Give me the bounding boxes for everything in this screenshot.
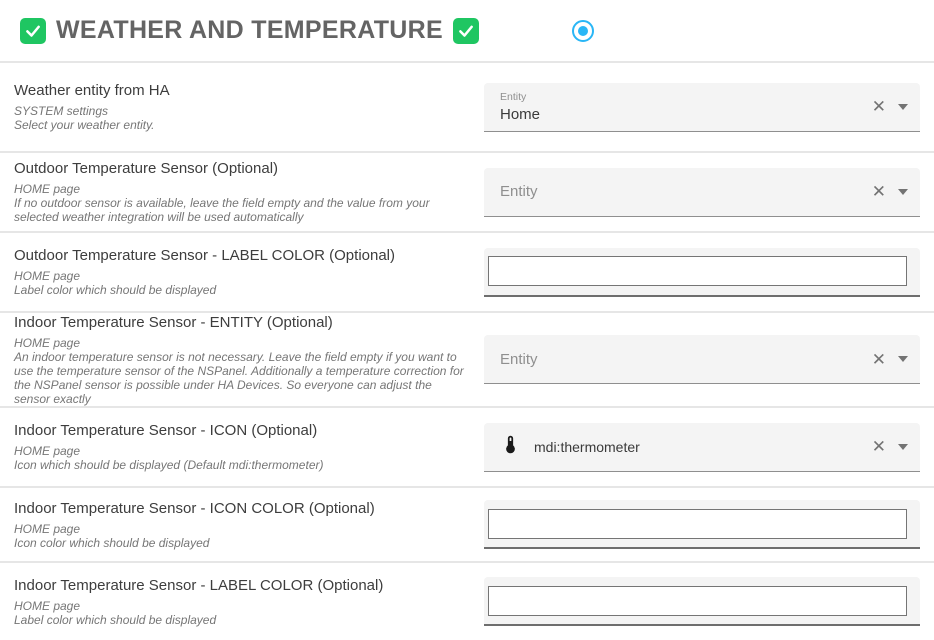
setting-title: Outdoor Temperature Sensor (Optional) bbox=[14, 160, 468, 177]
setting-context: HOME page bbox=[14, 269, 468, 283]
row-outdoor-temp-sensor: Outdoor Temperature Sensor (Optional) HO… bbox=[0, 153, 934, 233]
setting-title: Outdoor Temperature Sensor - LABEL COLOR… bbox=[14, 247, 468, 264]
setting-description: If no outdoor sensor is available, leave… bbox=[14, 196, 468, 224]
row-indoor-temp-label-color: Indoor Temperature Sensor - LABEL COLOR … bbox=[0, 563, 934, 640]
select-content: mdi:thermometer bbox=[500, 434, 865, 460]
radio-dot-icon bbox=[578, 26, 588, 36]
setting-title: Indoor Temperature Sensor - ICON COLOR (… bbox=[14, 500, 468, 517]
select-placeholder: Entity bbox=[500, 183, 865, 200]
checkmark-icon bbox=[457, 22, 475, 40]
weather-entity-select[interactable]: Entity Home ✕ bbox=[484, 83, 920, 132]
setting-description: Select your weather entity. bbox=[14, 118, 468, 132]
select-content: Entity bbox=[500, 351, 865, 368]
setting-context: HOME page bbox=[14, 599, 468, 613]
section-enabled-checkbox[interactable] bbox=[20, 18, 46, 44]
row-indoor-temp-icon: Indoor Temperature Sensor - ICON (Option… bbox=[0, 408, 934, 488]
setting-context: SYSTEM settings bbox=[14, 104, 468, 118]
setting-context: HOME page bbox=[14, 522, 468, 536]
setting-context: HOME page bbox=[14, 444, 468, 458]
field-column bbox=[484, 500, 920, 549]
indoor-temp-icon-select[interactable]: mdi:thermometer ✕ bbox=[484, 423, 920, 472]
checkmark-icon bbox=[24, 22, 42, 40]
select-value: Home bbox=[500, 106, 865, 123]
section-title: WEATHER AND TEMPERATURE bbox=[56, 16, 443, 45]
row-text: Outdoor Temperature Sensor - LABEL COLOR… bbox=[0, 247, 484, 297]
setting-title: Indoor Temperature Sensor - LABEL COLOR … bbox=[14, 577, 468, 594]
clear-icon[interactable]: ✕ bbox=[865, 438, 893, 455]
setting-title: Indoor Temperature Sensor - ENTITY (Opti… bbox=[14, 314, 468, 331]
setting-title: Indoor Temperature Sensor - ICON (Option… bbox=[14, 422, 468, 439]
indoor-temp-icon-color-input[interactable] bbox=[488, 509, 907, 539]
field-column: Entity Home ✕ bbox=[484, 83, 920, 132]
section-header: WEATHER AND TEMPERATURE bbox=[0, 0, 934, 63]
row-weather-entity: Weather entity from HA SYSTEM settings S… bbox=[0, 63, 934, 153]
row-outdoor-temp-label-color: Outdoor Temperature Sensor - LABEL COLOR… bbox=[0, 233, 934, 313]
field-column bbox=[484, 248, 920, 297]
row-indoor-temp-entity: Indoor Temperature Sensor - ENTITY (Opti… bbox=[0, 313, 934, 408]
setting-description: An indoor temperature sensor is not nece… bbox=[14, 350, 468, 406]
section-radio-selected[interactable] bbox=[572, 20, 594, 42]
clear-icon[interactable]: ✕ bbox=[865, 351, 893, 368]
field-column: Entity ✕ bbox=[484, 335, 920, 384]
select-content: Entity Home bbox=[500, 91, 865, 123]
field-column: Entity ✕ bbox=[484, 168, 920, 217]
field-column: mdi:thermometer ✕ bbox=[484, 423, 920, 472]
chevron-down-icon[interactable] bbox=[898, 356, 908, 362]
row-text: Indoor Temperature Sensor - ICON (Option… bbox=[0, 422, 484, 472]
row-text: Indoor Temperature Sensor - LABEL COLOR … bbox=[0, 577, 484, 627]
select-content: Entity bbox=[500, 183, 865, 200]
row-text: Indoor Temperature Sensor - ICON COLOR (… bbox=[0, 500, 484, 550]
chevron-down-icon[interactable] bbox=[898, 104, 908, 110]
outdoor-temp-label-color-input[interactable] bbox=[488, 256, 907, 286]
setting-description: Label color which should be displayed bbox=[14, 283, 468, 297]
setting-description: Icon color which should be displayed bbox=[14, 536, 468, 550]
clear-icon[interactable]: ✕ bbox=[865, 98, 893, 115]
settings-page: WEATHER AND TEMPERATURE Weather entity f… bbox=[0, 0, 934, 640]
select-value: mdi:thermometer bbox=[534, 439, 640, 455]
row-text: Indoor Temperature Sensor - ENTITY (Opti… bbox=[0, 314, 484, 406]
section-secondary-checkbox[interactable] bbox=[453, 18, 479, 44]
chevron-down-icon[interactable] bbox=[898, 444, 908, 450]
indoor-temp-label-color-input[interactable] bbox=[488, 586, 907, 616]
outdoor-temp-entity-select[interactable]: Entity ✕ bbox=[484, 168, 920, 217]
chevron-down-icon[interactable] bbox=[898, 189, 908, 195]
setting-title: Weather entity from HA bbox=[14, 82, 468, 99]
row-text: Outdoor Temperature Sensor (Optional) HO… bbox=[0, 160, 484, 224]
setting-context: HOME page bbox=[14, 182, 468, 196]
input-container bbox=[484, 577, 920, 626]
indoor-temp-entity-select[interactable]: Entity ✕ bbox=[484, 335, 920, 384]
input-container bbox=[484, 248, 920, 297]
row-indoor-temp-icon-color: Indoor Temperature Sensor - ICON COLOR (… bbox=[0, 488, 934, 563]
thermometer-icon bbox=[500, 434, 521, 460]
setting-description: Icon which should be displayed (Default … bbox=[14, 458, 468, 472]
input-container bbox=[484, 500, 920, 549]
select-placeholder: Entity bbox=[500, 351, 865, 368]
field-column bbox=[484, 577, 920, 626]
setting-context: HOME page bbox=[14, 336, 468, 350]
select-floating-label: Entity bbox=[500, 91, 865, 103]
setting-description: Label color which should be displayed bbox=[14, 613, 468, 627]
row-text: Weather entity from HA SYSTEM settings S… bbox=[0, 82, 484, 132]
clear-icon[interactable]: ✕ bbox=[865, 183, 893, 200]
